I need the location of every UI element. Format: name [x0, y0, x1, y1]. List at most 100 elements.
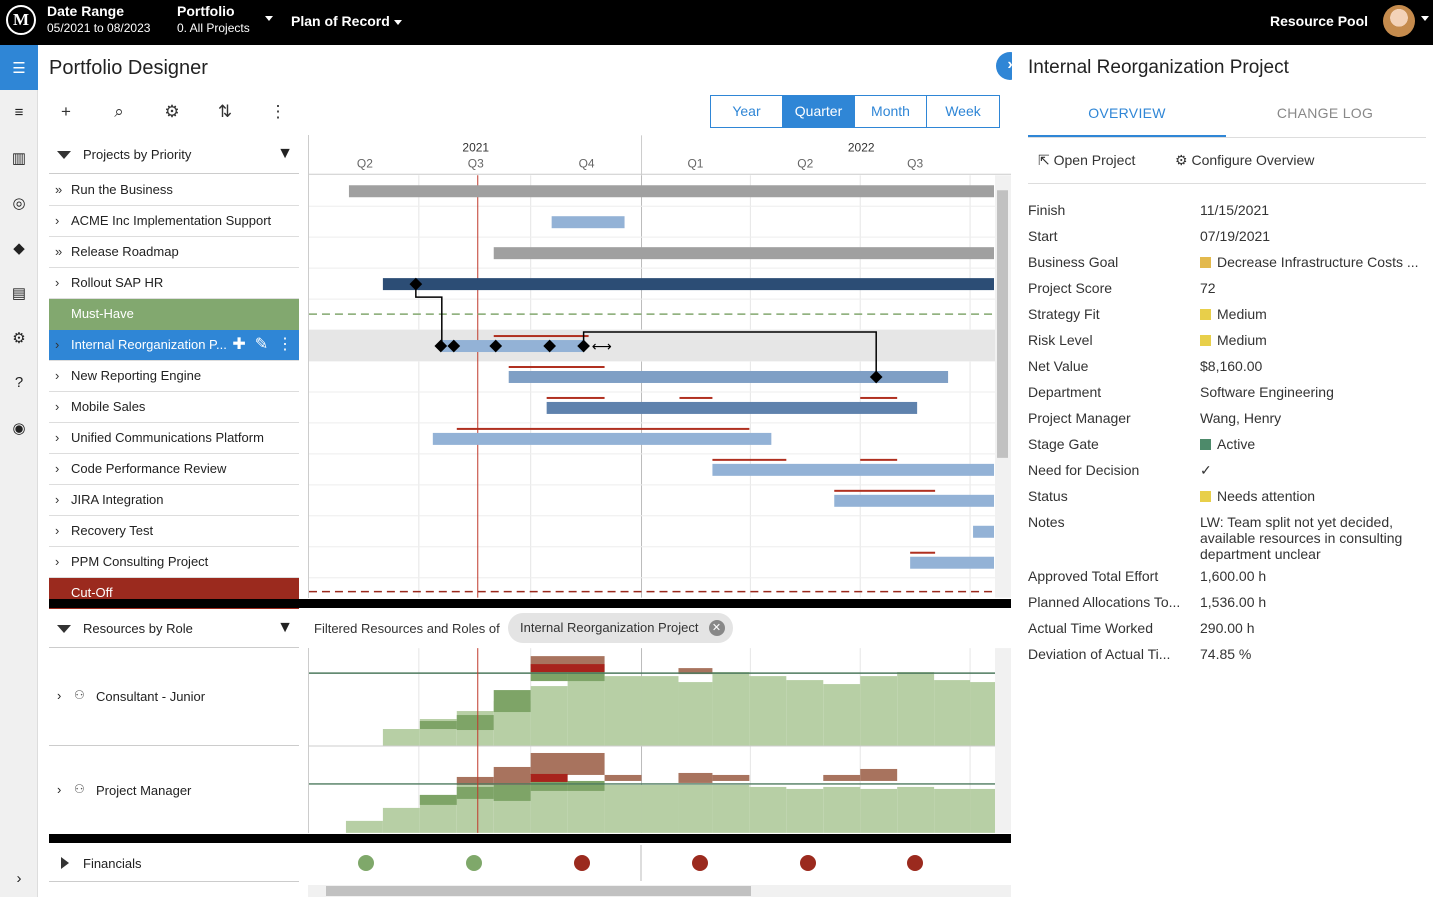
chevron-right-icon[interactable]: ›	[55, 399, 60, 414]
role-row[interactable]: › ⚇ Project Manager	[49, 746, 299, 834]
list-icon[interactable]: ≡	[14, 104, 24, 121]
project-row[interactable]: › Recovery Test	[49, 516, 299, 547]
chevron-right-icon[interactable]: ›	[55, 523, 60, 538]
allocation-bar	[493, 690, 531, 713]
app-logo[interactable]: M	[6, 5, 36, 35]
project-row[interactable]: › Rollout SAP HR	[49, 268, 299, 299]
board-icon[interactable]: ▥	[11, 149, 27, 167]
gantt-bar	[493, 247, 995, 260]
filter-chip: Internal Reorganization Project ✕	[508, 613, 733, 643]
field-label: Finish	[1028, 202, 1066, 218]
expand-nav-icon[interactable]: ›	[16, 870, 22, 887]
chevron-right-icon[interactable]: ›	[55, 337, 60, 352]
date-range-selector[interactable]: Date Range 05/2021 to 08/2023	[47, 3, 150, 37]
open-project-button[interactable]: ⇱ Open Project	[1038, 152, 1135, 169]
target-icon[interactable]: ◎	[12, 194, 26, 212]
project-row[interactable]: › ACME Inc Implementation Support	[49, 206, 299, 237]
project-row[interactable]: › Mobile Sales	[49, 392, 299, 423]
field-value-text: Decrease Infrastructure Costs ...	[1217, 254, 1419, 270]
capacity-bar	[749, 676, 787, 746]
double-chevron-icon[interactable]: »	[55, 244, 63, 259]
compass-icon[interactable]: ◉	[12, 419, 26, 437]
project-row[interactable]: » Run the Business	[49, 175, 299, 206]
project-row[interactable]: » Release Roadmap	[49, 237, 299, 268]
color-swatch	[1200, 491, 1211, 502]
direction-icon[interactable]: ◆	[13, 239, 25, 257]
chevron-right-icon[interactable]: ›	[55, 461, 60, 476]
project-row[interactable]: › Unified Communications Platform	[49, 423, 299, 454]
configure-overview-button[interactable]: ⚙ Configure Overview	[1175, 152, 1314, 169]
sort-icon[interactable]: ⇅	[217, 102, 233, 121]
scale-quarter-button[interactable]: Quarter	[783, 96, 855, 127]
plan-selector[interactable]: Plan of Record	[291, 13, 402, 29]
document-icon[interactable]: ▤	[11, 284, 27, 302]
avatar[interactable]	[1383, 5, 1415, 37]
resource-pool-link[interactable]: Resource Pool	[1270, 13, 1369, 29]
quarter-label: Q4	[579, 156, 595, 170]
help-icon[interactable]: ?	[14, 374, 24, 391]
tab-change-log[interactable]: CHANGE LOG	[1276, 105, 1374, 121]
add-icon[interactable]: ✚	[232, 336, 246, 353]
expand-icon[interactable]	[61, 857, 69, 869]
spacer	[494, 739, 531, 746]
baseline-marker	[456, 427, 750, 430]
filter-icon[interactable]: ▼	[277, 619, 293, 636]
scale-month-button[interactable]: Month	[855, 96, 927, 127]
close-icon[interactable]: ✕	[708, 620, 725, 636]
menu-icon[interactable]: ☰	[0, 45, 38, 90]
financials-row[interactable]: Financials	[49, 845, 299, 882]
chevron-right-icon[interactable]: ›	[55, 554, 60, 569]
add-icon[interactable]: +	[61, 102, 71, 121]
chevron-right-icon[interactable]: ›	[57, 782, 62, 797]
search-icon[interactable]: ⌕	[114, 102, 124, 121]
chevron-right-icon[interactable]: ›	[55, 492, 60, 507]
project-label: New Reporting Engine	[71, 368, 202, 383]
tab-overview[interactable]: OVERVIEW	[1028, 103, 1226, 137]
collapse-icon[interactable]	[57, 151, 71, 159]
chevron-right-icon[interactable]: ›	[57, 688, 62, 703]
page-title: Portfolio Designer	[49, 57, 208, 79]
scale-week-button[interactable]: Week	[945, 103, 981, 119]
chevron-down-icon[interactable]	[265, 16, 273, 21]
resize-icon: ⟷	[592, 339, 612, 355]
chevron-right-icon[interactable]: ›	[55, 275, 60, 290]
capacity-bar	[567, 672, 605, 746]
portfolio-selector[interactable]: Portfolio 0. All Projects	[177, 3, 250, 37]
chevron-down-icon[interactable]	[1421, 16, 1429, 21]
filter-icon[interactable]: ▼	[277, 145, 293, 162]
more-vert-icon[interactable]: ⋮	[269, 102, 287, 121]
gantt-bar	[382, 278, 995, 291]
edit-icon[interactable]: ✎	[254, 336, 269, 353]
chevron-right-icon[interactable]: ›	[55, 430, 60, 445]
project-row[interactable]: › New Reporting Engine	[49, 361, 299, 392]
detail-panel: Internal Reorganization Project OVERVIEW…	[1012, 45, 1433, 897]
priority-band[interactable]: Must-Have	[49, 299, 299, 330]
project-row[interactable]: › PPM Consulting Project	[49, 547, 299, 578]
panel-splitter[interactable]	[49, 599, 1011, 608]
gantt-bar	[910, 556, 995, 569]
gantt-bar	[546, 401, 918, 414]
capacity-bar	[678, 682, 713, 746]
allocation-bar	[530, 780, 568, 791]
capacity-bar	[530, 686, 568, 746]
double-chevron-icon[interactable]: »	[55, 182, 63, 197]
collapse-icon[interactable]	[57, 625, 71, 633]
more-vert-icon[interactable]: ⋮	[277, 336, 293, 353]
gear-icon[interactable]: ⚙	[164, 102, 180, 121]
selected-row-highlight	[309, 330, 996, 362]
h-scrollbar-thumb	[326, 886, 751, 896]
project-row[interactable]: › Code Performance Review	[49, 454, 299, 485]
gantt-bar	[348, 185, 995, 198]
chevron-right-icon[interactable]: ›	[55, 368, 60, 383]
chevron-right-icon[interactable]: ›	[55, 213, 60, 228]
panel-splitter[interactable]	[49, 834, 1011, 843]
project-row[interactable]: › Internal Reorganization P... ✚ ✎ ⋮	[49, 330, 299, 361]
open-external-icon: ⇱	[1038, 152, 1050, 168]
filter-description: Filtered Resources and Roles of	[314, 621, 500, 636]
project-row[interactable]: › JIRA Integration	[49, 485, 299, 516]
settings-icon[interactable]: ⚙	[12, 329, 26, 347]
scale-year-button[interactable]: Year	[711, 96, 783, 127]
field-value-text: 74.85 %	[1200, 646, 1252, 662]
field-value: ✓	[1200, 462, 1430, 478]
role-row[interactable]: › ⚇ Consultant - Junior	[49, 648, 299, 746]
